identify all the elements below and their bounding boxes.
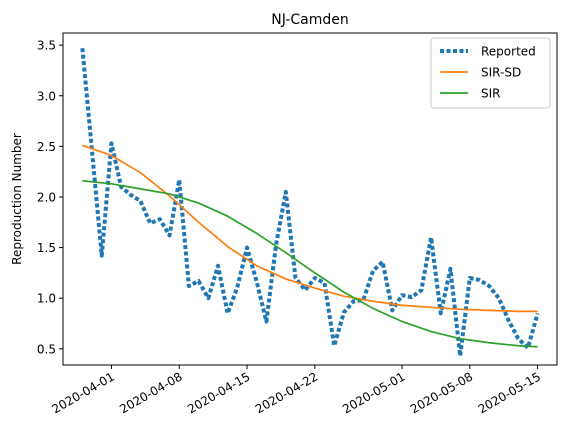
y-tick-label: 1.0 [37, 292, 56, 306]
x-tick-label: 2020-05-15 [476, 369, 543, 416]
x-axis: 2020-04-01 2020-04-08 2020-04-15 2020-04-22… [49, 365, 543, 416]
legend-box [430, 37, 551, 109]
x-tick-label: 2020-04-08 [117, 369, 184, 416]
x-tick-label: 2020-04-15 [185, 369, 252, 416]
legend-label: Reported [481, 45, 536, 59]
y-tick-label: 3.0 [37, 89, 56, 103]
x-tick-label: 2020-04-01 [49, 369, 116, 416]
legend-label: SIR-SD [481, 66, 521, 80]
x-tick-label: 2020-05-01 [340, 369, 407, 416]
y-tick-label: 2.5 [37, 140, 56, 154]
y-axis: 0.5 1.0 1.5 2.0 2.5 3.0 3.5 [37, 39, 63, 356]
x-tick-label: 2020-05-08 [408, 369, 475, 416]
legend-label: SIR [481, 87, 501, 101]
legend: Reported SIR-SD SIR [430, 37, 551, 109]
series-line-sir [82, 179, 538, 348]
y-tick-label: 1.5 [37, 241, 56, 255]
y-axis-label: Reproduction Number [10, 133, 24, 265]
chart-title: NJ-Camden [271, 12, 349, 28]
plot-frame [62, 32, 558, 366]
plot-area [80, 47, 540, 358]
series-line-reported [80, 47, 540, 358]
series-line-sir-sd [82, 144, 538, 313]
y-tick-label: 2.0 [37, 190, 56, 204]
y-tick-label: 0.5 [37, 342, 56, 356]
y-tick-label: 3.5 [37, 39, 56, 53]
x-tick-label: 2020-04-22 [253, 369, 320, 416]
